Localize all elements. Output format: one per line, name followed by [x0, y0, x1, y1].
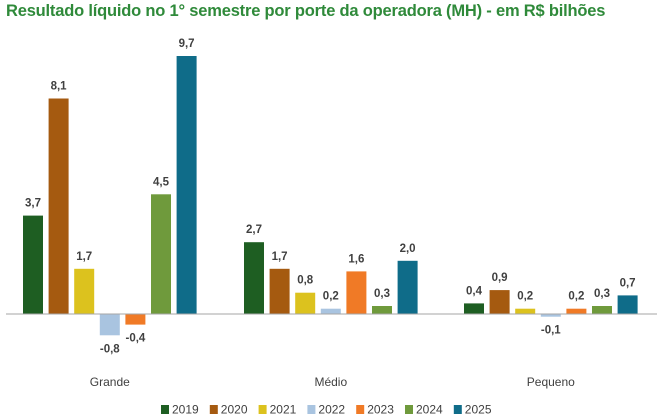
bars-layer: [23, 56, 638, 336]
category-label-médio: Médio: [314, 375, 347, 389]
legend-item-2022: 2022: [307, 403, 345, 417]
bar-2023-pequeno: [566, 308, 587, 314]
data-labels-layer: 3,7 2,7 0,4 8,1 1,7 0,9 1,7 0,8 0,2 -0,8 0,2 -0,1 -0…: [25, 38, 636, 355]
legend-label: 2025: [465, 403, 492, 417]
bar-2019-pequeno: [464, 303, 484, 314]
bar-2020-médio: [269, 268, 290, 314]
data-label: 9,7: [179, 38, 195, 50]
data-label: 0,9: [492, 272, 508, 284]
legend-item-2024: 2024: [405, 403, 443, 417]
legend-label: 2024: [416, 403, 443, 417]
bar-2021-médio: [295, 292, 316, 314]
data-label: 8,1: [51, 81, 68, 93]
legend: 2019 2020 2021 2022 2023 2024 2025: [161, 403, 492, 417]
data-label: 0,3: [374, 288, 390, 300]
data-label: -0,4: [125, 333, 145, 345]
data-label: 1,7: [272, 251, 288, 263]
legend-swatch: [258, 405, 267, 414]
legend-swatch: [209, 405, 218, 414]
bar-2022-médio: [320, 308, 341, 314]
bar-2025-pequeno: [617, 295, 638, 314]
data-label: 2,0: [400, 243, 416, 255]
data-label: -0,1: [541, 325, 561, 337]
legend-swatch: [161, 405, 169, 414]
bar-2025-médio: [397, 260, 418, 314]
bar-2024-médio: [372, 306, 392, 314]
legend-item-2025: 2025: [453, 403, 492, 417]
bar-2019-grande: [23, 215, 43, 314]
data-label: -0,8: [100, 343, 120, 355]
data-label: 1,7: [76, 251, 92, 263]
category-labels-layer: Grande Médio Pequeno: [90, 375, 575, 389]
bar-2022-grande: [99, 314, 120, 336]
data-label: 0,2: [323, 291, 339, 303]
bar-2023-médio: [346, 271, 367, 314]
legend-item-2023: 2023: [356, 403, 394, 417]
bar-2022-pequeno: [540, 314, 561, 317]
bar-2021-pequeno: [515, 308, 536, 314]
legend-swatch: [356, 405, 365, 414]
bar-2024-pequeno: [592, 306, 612, 314]
legend-item-2019: 2019: [161, 403, 199, 417]
legend-swatch: [453, 405, 462, 414]
chart-title: Resultado líquido no 1° semestre por por…: [6, 2, 606, 20]
category-label-grande: Grande: [90, 375, 130, 389]
legend-swatch: [405, 405, 413, 414]
bar-2021-grande: [74, 268, 95, 314]
data-label: 0,3: [594, 288, 610, 300]
legend-label: 2020: [221, 403, 248, 417]
data-label: 4,5: [153, 176, 170, 188]
legend-item-2020: 2020: [209, 403, 248, 417]
bar-2025-grande: [176, 56, 197, 314]
data-label: 0,2: [568, 291, 584, 303]
data-label: 3,7: [25, 198, 41, 210]
data-label: 2,7: [246, 224, 262, 236]
bar-2024-grande: [151, 194, 171, 314]
bar-2019-médio: [244, 242, 264, 314]
legend-label: 2022: [318, 403, 345, 417]
legend-label: 2023: [367, 403, 394, 417]
category-label-pequeno: Pequeno: [527, 375, 575, 389]
legend-item-2021: 2021: [258, 403, 297, 417]
data-label: 0,7: [620, 277, 636, 289]
bar-2023-grande: [125, 314, 146, 325]
bar-2020-pequeno: [489, 290, 510, 314]
data-label: 0,4: [466, 285, 483, 297]
legend-label: 2019: [172, 403, 199, 417]
legend-swatch: [307, 405, 316, 414]
legend-label: 2021: [270, 403, 297, 417]
data-label: 0,8: [297, 275, 314, 287]
bar-2020-grande: [48, 98, 69, 314]
data-label: 0,2: [517, 291, 533, 303]
data-label: 1,6: [348, 253, 364, 265]
